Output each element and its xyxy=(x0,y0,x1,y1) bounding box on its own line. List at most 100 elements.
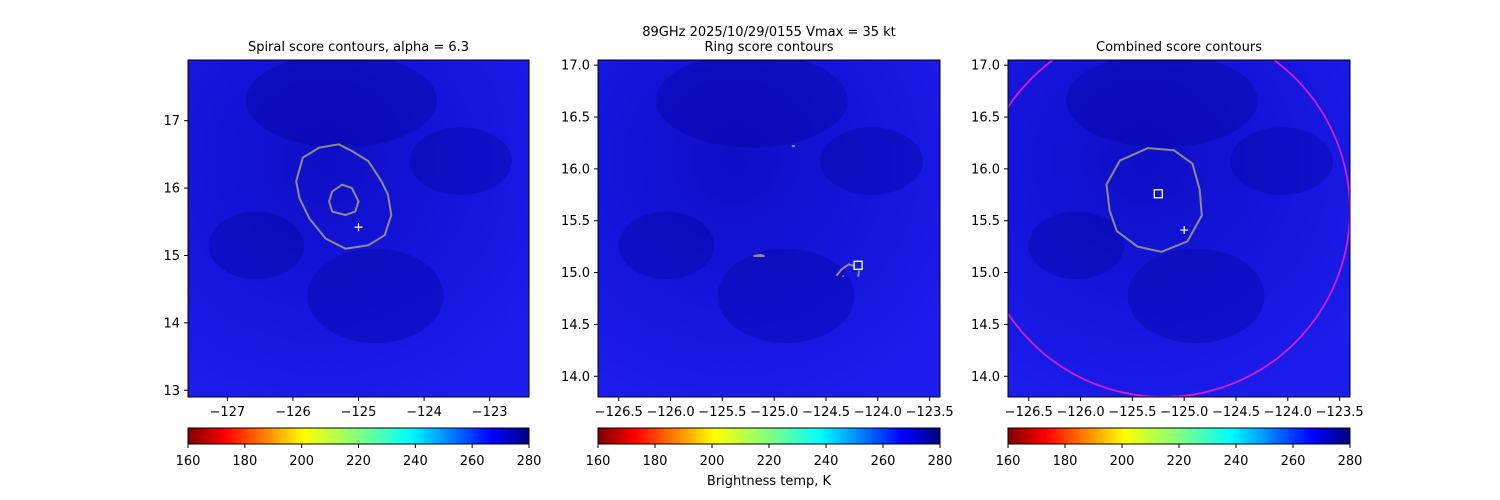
combined-panel: Combined score contours −126.5 −126.0 −125.… xyxy=(971,40,1364,469)
score-contour xyxy=(857,270,861,277)
ring-panel: Ring score contours −126.5 −126.0 −125.5 −12… xyxy=(561,40,954,469)
field-shading xyxy=(1008,60,1350,397)
colorbar-tick-label: 240 xyxy=(814,454,839,469)
colorbar-tick-label: 260 xyxy=(871,454,896,469)
colorbar-tick-label: 160 xyxy=(176,454,201,469)
colorbar-tick-label: 280 xyxy=(1338,454,1363,469)
field-shading xyxy=(598,60,940,397)
y-tick-label: 16 xyxy=(163,182,180,197)
x-tick-label: −126.0 xyxy=(1056,405,1104,420)
y-tick-label: 14.5 xyxy=(971,318,1000,333)
y-tick-label: 15.5 xyxy=(561,214,590,229)
y-tick-label: 14.0 xyxy=(561,370,590,385)
x-tick-label: −123 xyxy=(472,405,508,420)
colorbar xyxy=(187,427,530,445)
colorbar-tick-label: 240 xyxy=(1224,454,1249,469)
y-tick-label: 15.5 xyxy=(971,214,1000,229)
colorbar xyxy=(1007,427,1351,445)
panel-title: Spiral score contours, alpha = 6.3 xyxy=(248,40,469,55)
x-tick-label: −124.0 xyxy=(1264,405,1312,420)
center-square-marker xyxy=(853,260,863,270)
colorbar-tick-label: 280 xyxy=(517,454,542,469)
cold-patch xyxy=(717,248,855,344)
cold-patch xyxy=(618,211,715,280)
y-tick-label: 16.5 xyxy=(971,111,1000,126)
x-tick-label: −125.5 xyxy=(698,405,746,420)
x-tick-label: −125.0 xyxy=(1160,405,1208,420)
score-contour xyxy=(295,143,393,250)
x-tick-label: −124.0 xyxy=(854,405,902,420)
x-tick-label: −125.0 xyxy=(750,405,798,420)
colorbar-tick-label: 160 xyxy=(996,454,1021,469)
colorbar-tick-label: 200 xyxy=(700,454,725,469)
x-tick-label: −125.5 xyxy=(1108,405,1156,420)
forecast-plus-marker xyxy=(354,223,363,232)
colorbar-tick-label: 200 xyxy=(289,454,314,469)
figure-suptitle: 89GHz 2025/10/29/0155 Vmax = 35 kt xyxy=(642,25,896,40)
colorbar xyxy=(597,427,941,445)
cold-patch xyxy=(245,60,437,148)
colorbar-tick-label: 280 xyxy=(928,454,953,469)
colorbar-tick-label: 220 xyxy=(757,454,782,469)
center-square-marker xyxy=(1153,189,1163,199)
y-tick-label: 14 xyxy=(163,316,180,331)
colorbar-tick-label: 260 xyxy=(460,454,485,469)
y-tick-label: 16.5 xyxy=(561,111,590,126)
score-contour xyxy=(1105,147,1203,253)
cold-patch xyxy=(1066,60,1258,148)
colorbar-tick-label: 180 xyxy=(232,454,257,469)
colorbar-tick-label: 240 xyxy=(403,454,428,469)
axes-frame xyxy=(1007,59,1351,398)
brightness-field xyxy=(598,60,940,397)
cold-patch xyxy=(1028,211,1125,280)
score-contour xyxy=(841,274,845,278)
x-tick-label: −126.0 xyxy=(646,405,694,420)
y-tick-label: 17.0 xyxy=(971,59,1000,74)
y-tick-label: 17.0 xyxy=(561,59,590,74)
x-tick-label: −124.5 xyxy=(1212,405,1260,420)
y-tick-label: 13 xyxy=(163,384,180,399)
cold-patch xyxy=(656,60,848,148)
colorbar-tick-label: 220 xyxy=(346,454,371,469)
x-tick-label: −126.5 xyxy=(595,405,643,420)
x-tick-label: −124 xyxy=(406,405,442,420)
y-tick-label: 15 xyxy=(163,249,180,264)
cold-patch xyxy=(1230,127,1333,195)
brightness-field xyxy=(1008,60,1350,397)
colorbar-tick-label: 180 xyxy=(1053,454,1078,469)
cold-patch xyxy=(409,127,512,195)
y-tick-label: 17 xyxy=(163,114,180,129)
colorbar-tick-label: 220 xyxy=(1167,454,1192,469)
colorbar-label: Brightness temp, K xyxy=(707,474,832,489)
score-contour xyxy=(328,183,360,216)
x-tick-label: −126 xyxy=(275,405,311,420)
cold-patch xyxy=(307,248,444,344)
y-tick-label: 14.5 xyxy=(561,318,590,333)
spiral-panel: Spiral score contours, alpha = 6.3 −127 −1… xyxy=(163,40,541,469)
x-tick-label: −126.5 xyxy=(1005,405,1053,420)
x-tick-label: −124.5 xyxy=(802,405,850,420)
x-tick-label: −123.5 xyxy=(1316,405,1364,420)
brightness-field xyxy=(188,60,529,397)
y-tick-label: 16.0 xyxy=(561,162,590,177)
colorbar-tick-label: 260 xyxy=(1281,454,1306,469)
cold-patch xyxy=(1127,248,1265,344)
colorbar-tick-label: 200 xyxy=(1110,454,1135,469)
y-tick-label: 16.0 xyxy=(971,162,1000,177)
cold-patch xyxy=(208,211,304,280)
colorbar-tick-label: 180 xyxy=(643,454,668,469)
y-tick-label: 15.0 xyxy=(971,266,1000,281)
forecast-plus-marker xyxy=(1180,226,1189,235)
y-tick-label: 14.0 xyxy=(971,370,1000,385)
panel-title: Ring score contours xyxy=(704,40,833,55)
colorbar-tick-label: 160 xyxy=(586,454,611,469)
panel-title: Combined score contours xyxy=(1096,40,1262,55)
axes-frame xyxy=(597,59,941,398)
y-tick-label: 15.0 xyxy=(561,266,590,281)
x-tick-label: −127 xyxy=(209,405,245,420)
x-tick-label: −125 xyxy=(341,405,377,420)
x-tick-label: −123.5 xyxy=(906,405,954,420)
score-contour xyxy=(753,253,765,257)
cold-patch xyxy=(820,127,923,195)
